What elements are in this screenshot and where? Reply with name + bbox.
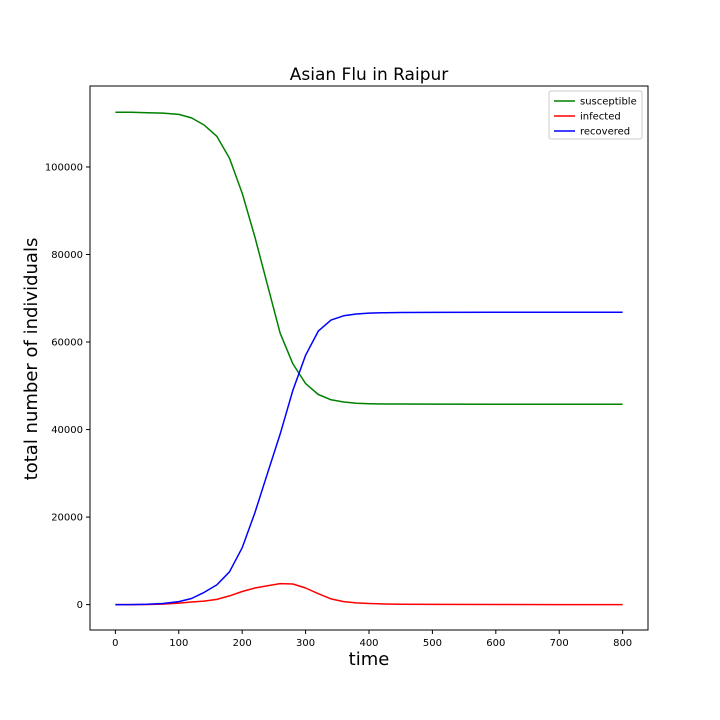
- x-tick-label: 300: [296, 638, 315, 649]
- y-tick-label: 80000: [51, 250, 83, 261]
- y-axis-title: total number of individuals: [21, 238, 42, 481]
- legend: susceptible infected recovered: [548, 90, 643, 140]
- x-axis-ticks: 0 100 200 300 400 500 600 700 800: [112, 630, 632, 649]
- legend-label-infected: infected: [580, 112, 621, 123]
- plot-area: [89, 85, 649, 631]
- x-tick-label: 400: [359, 638, 378, 649]
- x-tick-label: 700: [550, 638, 569, 649]
- legend-label-susceptible: susceptible: [580, 97, 637, 108]
- x-tick-label: 500: [423, 638, 442, 649]
- y-tick-label: 20000: [51, 513, 83, 524]
- y-tick-label: 40000: [51, 425, 83, 436]
- series-line-recovered: [115, 311, 623, 606]
- y-tick-label: 60000: [51, 338, 83, 349]
- y-tick-label: 0: [77, 600, 83, 611]
- legend-box: [548, 90, 643, 140]
- series-line-susceptible: [115, 111, 623, 405]
- y-tick-label: 100000: [45, 162, 83, 173]
- series-line-infected: [115, 582, 623, 606]
- x-axis-title: time: [349, 649, 390, 670]
- chart-title: Asian Flu in Raipur: [290, 65, 449, 85]
- x-tick-label: 800: [613, 638, 632, 649]
- legend-label-recovered: recovered: [580, 127, 630, 138]
- x-tick-label: 600: [486, 638, 505, 649]
- x-tick-label: 0: [112, 638, 118, 649]
- y-axis-ticks: 0 20000 40000 60000 80000 100000: [45, 162, 90, 611]
- x-tick-label: 100: [169, 638, 188, 649]
- x-tick-label: 200: [233, 638, 252, 649]
